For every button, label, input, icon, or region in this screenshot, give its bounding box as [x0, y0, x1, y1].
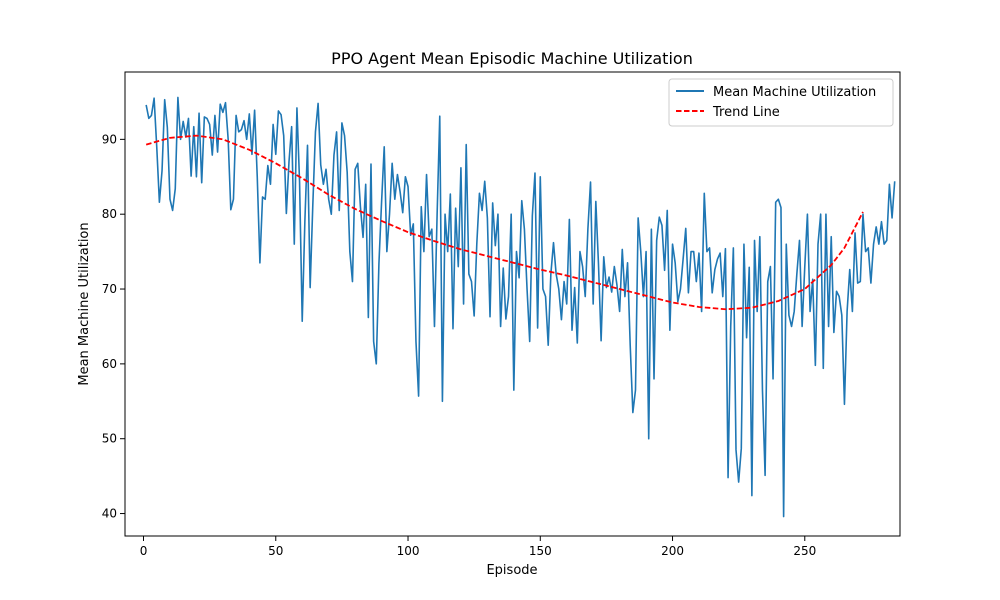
series-line-trend — [145, 134, 864, 311]
legend-box — [668, 78, 894, 127]
y-tick-label: 50 — [102, 432, 117, 446]
y-axis: 40 50 60 70 80 90 — [102, 132, 125, 521]
x-tick-label: 150 — [529, 544, 552, 558]
legend: Mean Machine Utilization Trend Line — [668, 78, 894, 127]
chart-title: PPO Agent Mean Episodic Machine Utilizat… — [331, 49, 693, 68]
legend-label-trend-line: Trend Line — [712, 105, 780, 120]
plot-frame — [124, 71, 901, 537]
x-tick-label: 200 — [661, 544, 684, 558]
x-tick-label: 0 — [140, 544, 148, 558]
x-axis-label: Episode — [486, 563, 537, 578]
series-line-mean-utilization — [145, 96, 896, 518]
x-tick-label: 250 — [793, 544, 816, 558]
x-tick-label: 50 — [268, 544, 283, 558]
y-tick-label: 60 — [102, 357, 117, 371]
series-layer — [145, 96, 896, 518]
x-tick-label: 100 — [397, 544, 420, 558]
x-axis: 0 50 100 150 200 250 — [140, 536, 816, 558]
legend-label-mean-utilization: Mean Machine Utilization — [713, 85, 876, 100]
y-tick-label: 90 — [102, 132, 117, 146]
y-axis-label: Mean Machine Utilization — [77, 222, 92, 385]
y-tick-label: 40 — [102, 507, 117, 521]
y-tick-label: 80 — [102, 207, 117, 221]
y-tick-label: 70 — [102, 282, 117, 296]
